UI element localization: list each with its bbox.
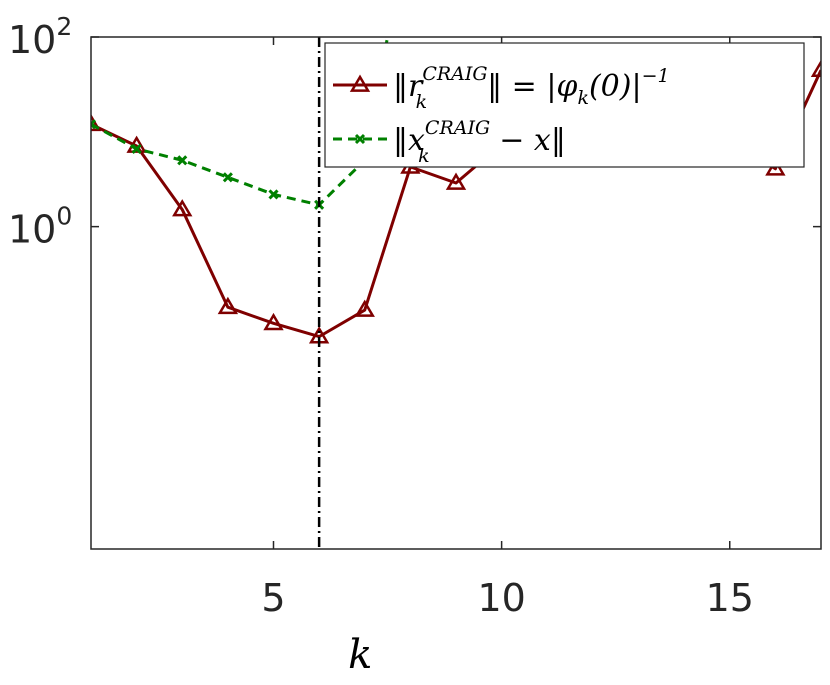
series-2-point-2 <box>131 143 142 154</box>
y-tick-base: 10 <box>8 18 56 62</box>
x-tick-label-5: 5 <box>261 576 285 620</box>
legend-sup: CRAIG <box>425 117 490 139</box>
legend-label-2: ‖xCRAIG k − x‖ <box>393 117 566 167</box>
y-tick-exponent: 0 <box>56 202 72 231</box>
series-1-point-7 <box>354 299 375 317</box>
y-tick-base: 10 <box>8 208 56 252</box>
legend: ‖rCRAIG k ‖ = |φk(0)|−1‖xCRAIG k − x‖ <box>324 42 805 168</box>
series-1-point-5 <box>263 312 284 331</box>
series-2-point-4 <box>222 172 233 183</box>
legend-label-1: ‖rCRAIG k ‖ = |φk(0)|−1 <box>393 63 670 113</box>
legend-part: ‖r <box>393 69 424 104</box>
legend-part: (0)| <box>589 69 642 104</box>
legend-part: ‖x <box>393 123 425 158</box>
x-tick-label-10: 10 <box>477 576 525 620</box>
series-2-point-1 <box>91 119 97 130</box>
x-tick-label-15: 15 <box>706 576 754 620</box>
series-1-point-2 <box>126 135 147 153</box>
legend-marker-2 <box>354 133 366 145</box>
legend-box <box>324 42 805 168</box>
legend-sub: k <box>418 145 430 167</box>
series-1-point-9 <box>445 172 467 190</box>
legend-sub: k <box>577 87 589 109</box>
legend-sup: CRAIG <box>422 63 487 85</box>
y-tick-label-2: 102 <box>8 12 72 62</box>
axes-box <box>90 36 822 550</box>
series-2-point-3 <box>177 155 188 166</box>
series-1-point-3 <box>172 199 193 217</box>
legend-sup: −1 <box>642 65 670 87</box>
legend-part: ‖ = |φ <box>487 69 577 104</box>
legend-marker-1 <box>349 74 371 92</box>
legend-part: − x‖ <box>490 123 566 158</box>
x-axis-label: k <box>348 632 372 678</box>
legend-sub: k <box>416 91 428 113</box>
series-2-point-5 <box>268 189 279 200</box>
series-1-point-1 <box>91 113 102 132</box>
y-tick-exponent: 2 <box>56 12 72 41</box>
series-1-point-4 <box>217 296 239 315</box>
y-tick-label-0: 100 <box>8 202 72 252</box>
series-1-point-17 <box>810 59 821 78</box>
series-line-2 <box>91 37 390 207</box>
